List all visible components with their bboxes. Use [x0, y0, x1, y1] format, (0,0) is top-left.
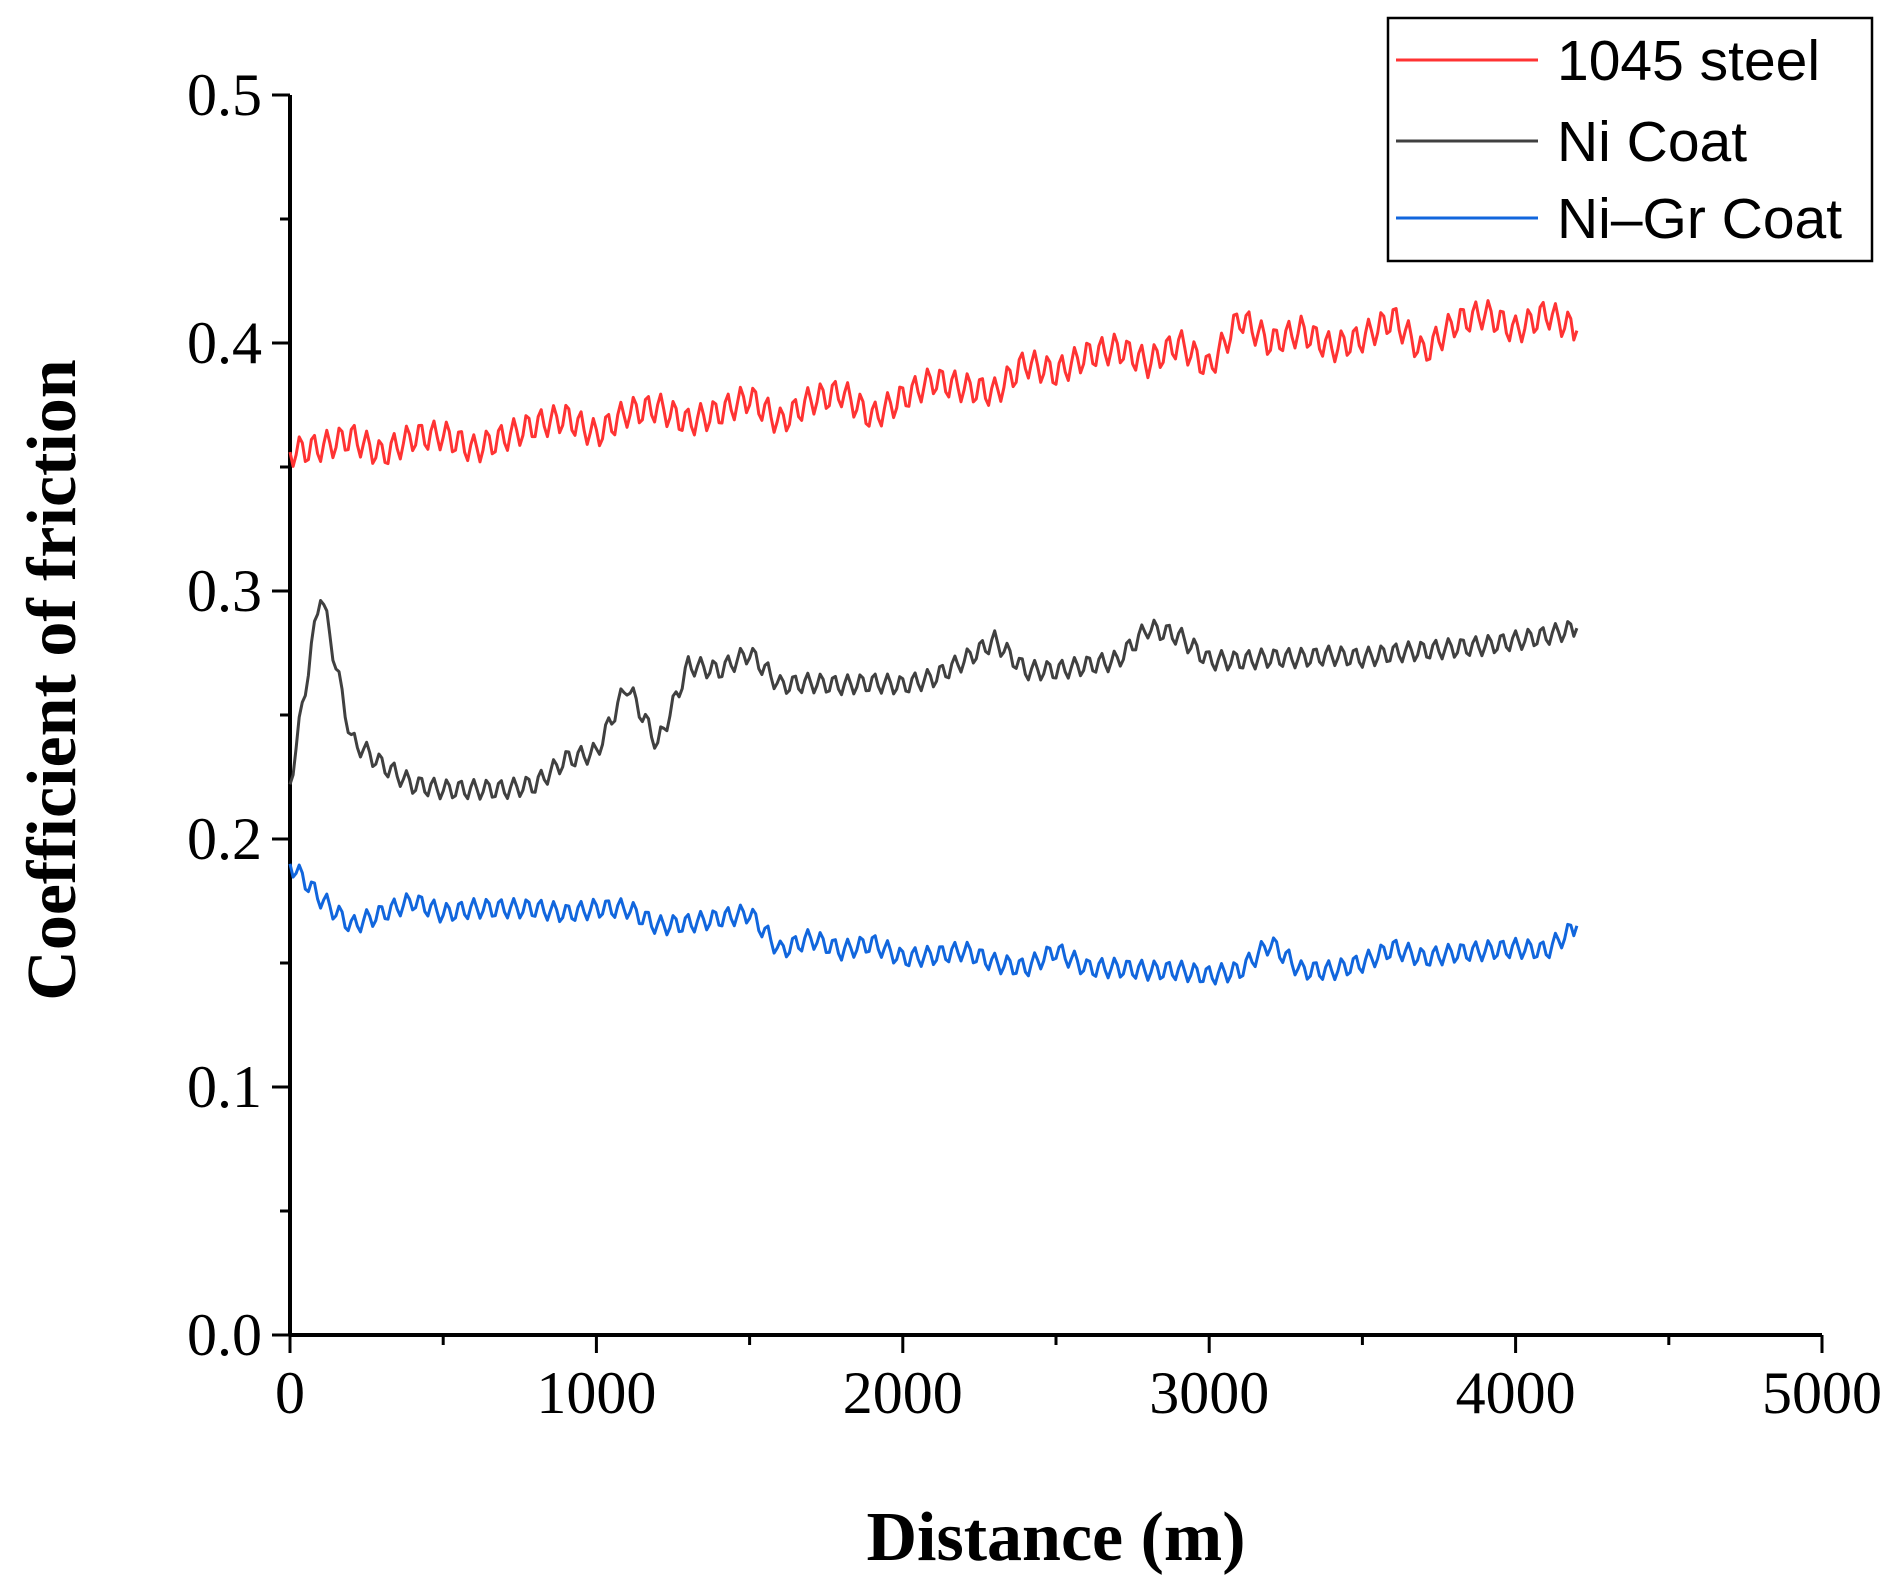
series-ni-gr-coat — [288, 863, 1579, 986]
y-tick-label: 0.1 — [187, 1054, 262, 1120]
x-tick-label: 0 — [275, 1360, 305, 1426]
x-tick-label: 3000 — [1149, 1360, 1269, 1426]
x-ticks: 0 1000 2000 3000 4000 5000 — [275, 1335, 1882, 1426]
y-tick-label: 0.5 — [187, 62, 262, 128]
x-axis-title: Distance (m) — [866, 1499, 1245, 1576]
y-axis-title: Coefficient of friction — [14, 359, 91, 1000]
x-tick-label: 2000 — [843, 1360, 963, 1426]
x-tick-label: 5000 — [1762, 1360, 1882, 1426]
series-lines — [288, 299, 1579, 986]
y-tick-label: 0.2 — [187, 806, 262, 872]
legend-label-1045-steel: 1045 steel — [1557, 29, 1820, 93]
legend-label-ni-coat: Ni Coat — [1557, 110, 1747, 174]
series-ni-coat — [288, 599, 1579, 801]
x-tick-label: 4000 — [1456, 1360, 1576, 1426]
legend: 1045 steel Ni Coat Ni–Gr Coat — [1386, 16, 1874, 263]
y-tick-label: 0.0 — [187, 1302, 262, 1368]
series-1045-steel — [288, 299, 1579, 468]
legend-label-ni-gr-coat: Ni–Gr Coat — [1557, 187, 1842, 251]
y-tick-label: 0.4 — [187, 310, 262, 376]
y-ticks: 0.0 0.1 0.2 0.3 0.4 0.5 — [187, 62, 290, 1368]
y-tick-label: 0.3 — [187, 558, 262, 624]
axes — [288, 95, 1822, 1337]
x-tick-label: 1000 — [536, 1360, 656, 1426]
